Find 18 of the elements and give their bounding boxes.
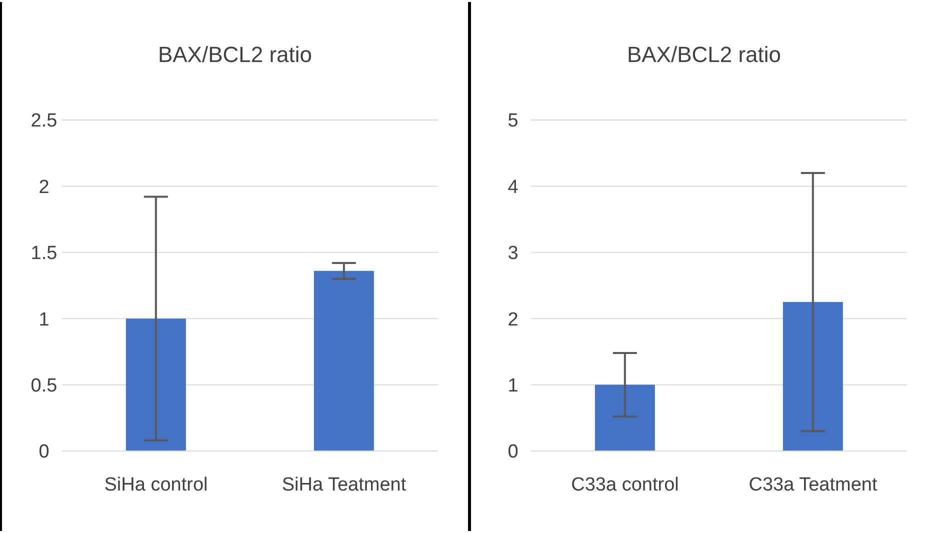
x-tick-label: SiHa Teatment (282, 474, 407, 496)
y-tick-label: 0 (508, 442, 518, 463)
y-tick-label: 3 (508, 243, 518, 264)
y-tick-label: 0 (38, 442, 50, 463)
chart-title: BAX/BCL2 ratio (626, 42, 782, 68)
y-tick-label: 2 (38, 176, 50, 198)
y-tick-label: 4 (508, 176, 519, 198)
y-tick-label: 1.5 (30, 243, 58, 264)
y-tick-label: 0.5 (30, 376, 58, 397)
x-tick-label: C33a control (571, 474, 679, 496)
y-tick-label: 5 (508, 110, 518, 132)
y-tick-label: 2.5 (30, 110, 58, 132)
x-tick-label: SiHa control (104, 474, 208, 496)
chart-title: BAX/BCL2 ratio (156, 42, 314, 68)
x-tick-label: C33a Teatment (748, 474, 878, 496)
y-tick-label: 1 (508, 376, 518, 397)
y-tick-label: 1 (38, 309, 50, 330)
y-tick-label: 2 (508, 309, 518, 330)
